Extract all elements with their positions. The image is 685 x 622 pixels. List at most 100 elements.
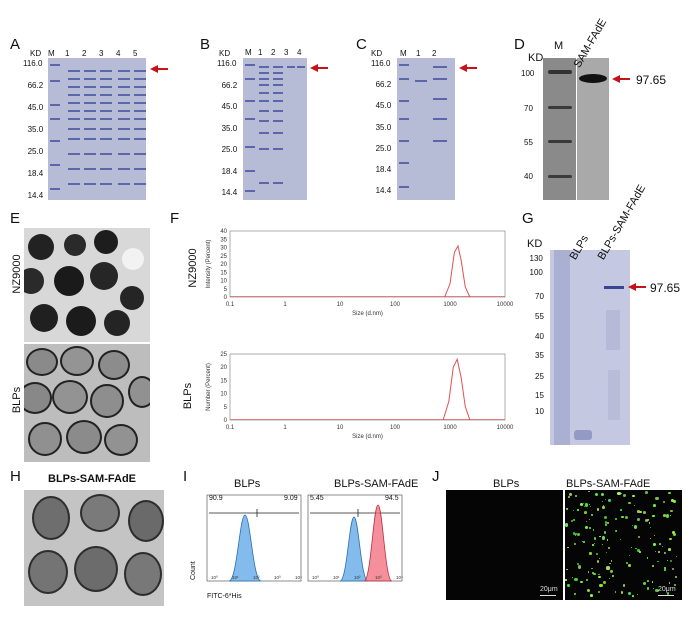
fluorescent-particle bbox=[661, 545, 664, 548]
mw-label: 35.0 bbox=[27, 125, 44, 134]
gel-band bbox=[118, 153, 130, 155]
fluorescent-particle bbox=[651, 514, 655, 518]
fluorescent-particle bbox=[589, 518, 591, 520]
fluorescent-particle bbox=[665, 514, 670, 518]
mw-label: 116.0 bbox=[23, 59, 43, 68]
gel-band bbox=[259, 110, 269, 112]
ladder-band bbox=[548, 106, 572, 109]
gel-band bbox=[273, 110, 283, 112]
gel-band bbox=[50, 140, 60, 142]
gel-band bbox=[273, 132, 283, 134]
target-band bbox=[579, 74, 607, 83]
gel-band bbox=[245, 64, 255, 66]
fluorescent-particle bbox=[666, 560, 668, 562]
gel-band bbox=[433, 140, 447, 142]
y-tick-label: 10 bbox=[220, 279, 227, 285]
gel-band bbox=[84, 118, 96, 120]
lane-label: M bbox=[400, 49, 407, 58]
fluorescent-particle bbox=[639, 551, 642, 553]
fluorescent-particle bbox=[633, 525, 638, 529]
flow-tick: 10³ bbox=[274, 575, 281, 580]
mw-label: 18.4 bbox=[375, 164, 392, 174]
fluorescent-particle bbox=[653, 543, 657, 547]
fluorescent-particle bbox=[620, 515, 624, 519]
flow-tick: 10⁴ bbox=[295, 575, 302, 580]
fluorescent-particle bbox=[585, 526, 589, 530]
mw-label: 100 bbox=[529, 268, 543, 277]
fluorescent-particle bbox=[655, 497, 659, 501]
fluorescent-particle bbox=[609, 562, 611, 565]
x-tick-label: 0.1 bbox=[226, 425, 235, 431]
gel-band bbox=[399, 64, 409, 66]
mw-label: 116.0 bbox=[217, 59, 237, 68]
fluorescent-particle bbox=[671, 567, 674, 570]
fluorescent-particle bbox=[657, 560, 659, 563]
gel-band bbox=[399, 140, 409, 142]
gel-band bbox=[50, 164, 60, 166]
flow-histogram-left: 10⁰ 10¹ 10² 10³ 10⁴ bbox=[206, 494, 302, 582]
gel-band bbox=[259, 78, 269, 80]
y-tick-label: 15 bbox=[220, 270, 227, 276]
mw-label: 35 bbox=[535, 351, 544, 360]
gel-band bbox=[84, 183, 96, 185]
gel-band bbox=[273, 148, 283, 150]
plot-frame bbox=[229, 353, 506, 421]
mw-label: 66.2 bbox=[221, 80, 238, 90]
kd-label-c: KD bbox=[371, 49, 383, 58]
plot-frame bbox=[229, 230, 506, 298]
fluorescent-particle bbox=[606, 521, 610, 525]
lane-label: 2 bbox=[271, 48, 276, 57]
gel-band bbox=[259, 72, 269, 74]
fluorescent-particle bbox=[628, 502, 631, 505]
scale-bar-label: 20μm bbox=[540, 586, 558, 593]
fluorescent-particle bbox=[672, 530, 676, 534]
gel-band bbox=[50, 188, 60, 190]
fluorescent-particle bbox=[672, 532, 676, 536]
gel-band bbox=[118, 70, 130, 72]
fluorescent-particle bbox=[610, 570, 613, 573]
tem-image-blps bbox=[24, 344, 150, 462]
mw-label: 25.0 bbox=[375, 143, 392, 153]
gel-band bbox=[245, 78, 255, 80]
gel-band bbox=[297, 66, 305, 68]
fluorescent-particle bbox=[566, 569, 568, 571]
fluorescent-particle bbox=[565, 523, 569, 527]
gel-band bbox=[245, 190, 255, 192]
y-tick-label: 10 bbox=[220, 392, 227, 398]
fluorescent-particle bbox=[585, 503, 589, 507]
i-ylabel: Count bbox=[190, 561, 197, 580]
fluorescent-particle bbox=[639, 510, 642, 514]
i-title-left: BLPs bbox=[234, 478, 261, 490]
fluorescent-particle bbox=[601, 493, 604, 496]
gel-band bbox=[273, 92, 283, 94]
kd-label-d: KD bbox=[528, 52, 544, 64]
h-title: BLPs-SAM-FAdE bbox=[48, 473, 136, 485]
fluorescent-particle bbox=[668, 492, 671, 495]
gel-band bbox=[84, 110, 96, 112]
lane-label: 3 bbox=[99, 49, 104, 58]
gel-band bbox=[68, 153, 80, 155]
fluorescent-particle bbox=[593, 572, 596, 575]
gel-band bbox=[50, 64, 60, 66]
fluorescent-particle bbox=[658, 543, 661, 545]
fluorescent-particle bbox=[617, 492, 621, 496]
fluorescent-particle bbox=[568, 496, 570, 499]
fluorescent-particle bbox=[585, 521, 587, 523]
lane-label: 4 bbox=[297, 48, 302, 57]
panel-label-i: I bbox=[183, 468, 188, 485]
flow-tick: 10⁰ bbox=[312, 575, 319, 580]
fluorescence-image-blps bbox=[446, 490, 563, 600]
mw-label: 25.0 bbox=[27, 147, 44, 156]
fluorescent-particle bbox=[668, 547, 672, 551]
western-ladder-lane bbox=[543, 58, 576, 200]
fluorescent-particle bbox=[623, 493, 627, 498]
fluorescent-particle bbox=[593, 537, 597, 540]
gel-band bbox=[259, 92, 269, 94]
gel-band bbox=[68, 78, 80, 80]
fluorescent-particle bbox=[664, 569, 667, 571]
gel-band bbox=[273, 78, 283, 80]
gel-band bbox=[100, 102, 112, 104]
gel-band bbox=[245, 170, 255, 172]
gel-band bbox=[50, 80, 60, 82]
mw-label: 35.0 bbox=[221, 123, 238, 133]
